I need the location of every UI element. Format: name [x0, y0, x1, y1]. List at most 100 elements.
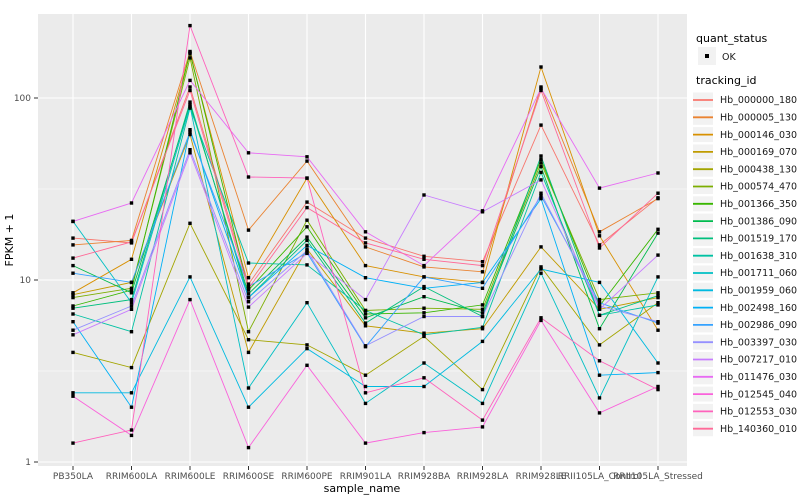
data-point — [246, 386, 251, 390]
legend-tracking-id-title: tracking_id — [696, 74, 757, 87]
data-point — [480, 303, 485, 307]
data-point — [480, 209, 485, 213]
legend-entry: Hb_012545_040 — [693, 386, 797, 402]
data-point — [656, 171, 660, 175]
legend-entry-label: Hb_000574_470 — [720, 182, 797, 193]
data-point — [246, 350, 251, 355]
legend-tracking-entries: Hb_000000_180 Hb_000005_130 Hb_000146_030 H… — [693, 92, 797, 437]
legend-entry: Hb_012553_030 — [693, 403, 797, 419]
data-point — [188, 104, 192, 108]
data-point — [363, 316, 368, 320]
data-point — [71, 394, 75, 398]
data-point — [71, 312, 75, 316]
x-tick-label: PB350LA — [53, 472, 94, 482]
data-point — [656, 301, 660, 305]
data-point — [188, 151, 192, 155]
legend-entry: Hb_011476_030 — [693, 369, 797, 385]
data-point — [129, 240, 134, 244]
data-point — [480, 260, 485, 264]
legend-entry-label: Hb_140360_010 — [720, 424, 797, 435]
data-point — [597, 301, 602, 305]
data-point — [480, 263, 485, 268]
data-point — [480, 425, 485, 429]
data-point — [246, 284, 251, 289]
data-point — [305, 176, 309, 180]
data-point — [246, 282, 251, 286]
data-point — [246, 305, 251, 309]
data-point — [597, 313, 602, 317]
data-point — [539, 164, 543, 169]
data-point — [597, 396, 602, 400]
data-point — [539, 123, 543, 127]
data-point — [656, 361, 660, 365]
data-point — [305, 200, 309, 204]
x-axis-tick-labels: PB350LA RRIM600LA RRIM600LE RRIM600SE RRIM60… — [53, 472, 703, 482]
data-point — [188, 23, 192, 28]
data-point — [305, 159, 309, 163]
data-point — [597, 243, 602, 247]
legend-entry-label: Hb_003397_030 — [720, 337, 797, 348]
data-point — [129, 301, 134, 305]
data-point — [480, 387, 485, 392]
legend-ok-label: OK — [722, 52, 736, 63]
data-point — [597, 246, 602, 250]
legend-entry-label: Hb_001366_350 — [720, 199, 797, 210]
data-point — [597, 343, 602, 347]
plot-panel — [38, 14, 687, 466]
data-point — [188, 50, 192, 55]
data-point — [129, 201, 134, 205]
data-point — [246, 330, 251, 334]
data-point — [71, 271, 75, 275]
data-point — [656, 291, 660, 295]
data-point — [363, 401, 368, 406]
data-point — [71, 320, 75, 324]
data-point — [305, 238, 309, 243]
data-point — [363, 276, 368, 280]
legend-entry-label: Hb_012545_040 — [720, 389, 797, 400]
data-point — [71, 293, 75, 297]
legend-entry: Hb_002498_160 — [693, 300, 797, 316]
x-tick-label: RRIM600SE — [223, 472, 275, 482]
data-point — [539, 318, 543, 323]
data-point — [305, 243, 309, 248]
data-point — [129, 286, 134, 290]
data-point — [363, 312, 368, 316]
data-point — [480, 307, 485, 311]
legend-entry-label: Hb_001519_170 — [720, 234, 797, 245]
data-point — [597, 186, 602, 190]
data-point — [71, 243, 75, 247]
data-point — [656, 303, 660, 307]
data-point — [129, 428, 134, 432]
data-point — [246, 261, 251, 265]
data-points — [71, 23, 660, 450]
data-point — [188, 221, 192, 225]
data-point — [656, 370, 660, 375]
data-point — [363, 263, 368, 268]
data-point — [539, 245, 543, 249]
data-point — [363, 441, 368, 445]
data-point — [539, 154, 543, 158]
data-point — [246, 228, 251, 232]
data-point — [656, 231, 660, 235]
data-point — [305, 263, 309, 267]
data-point — [71, 304, 75, 308]
data-point — [422, 295, 426, 299]
data-point — [305, 155, 309, 159]
data-point — [597, 359, 602, 363]
data-point — [246, 292, 251, 296]
legend-entry-label: Hb_000005_130 — [720, 113, 797, 124]
data-point — [597, 307, 602, 311]
data-point — [129, 288, 134, 292]
legend-entry: Hb_001519_170 — [693, 230, 797, 246]
data-point — [422, 284, 426, 289]
data-point — [305, 343, 309, 347]
data-point — [129, 330, 134, 334]
legend-entry-label: Hb_002986_090 — [720, 320, 797, 331]
data-point — [363, 384, 368, 389]
data-point — [246, 445, 251, 450]
data-point — [305, 235, 309, 239]
data-point — [129, 297, 134, 302]
legend-entry-label: Hb_002498_160 — [720, 303, 797, 314]
data-point — [422, 306, 426, 310]
legend-entry-label: Hb_012553_030 — [720, 407, 797, 418]
